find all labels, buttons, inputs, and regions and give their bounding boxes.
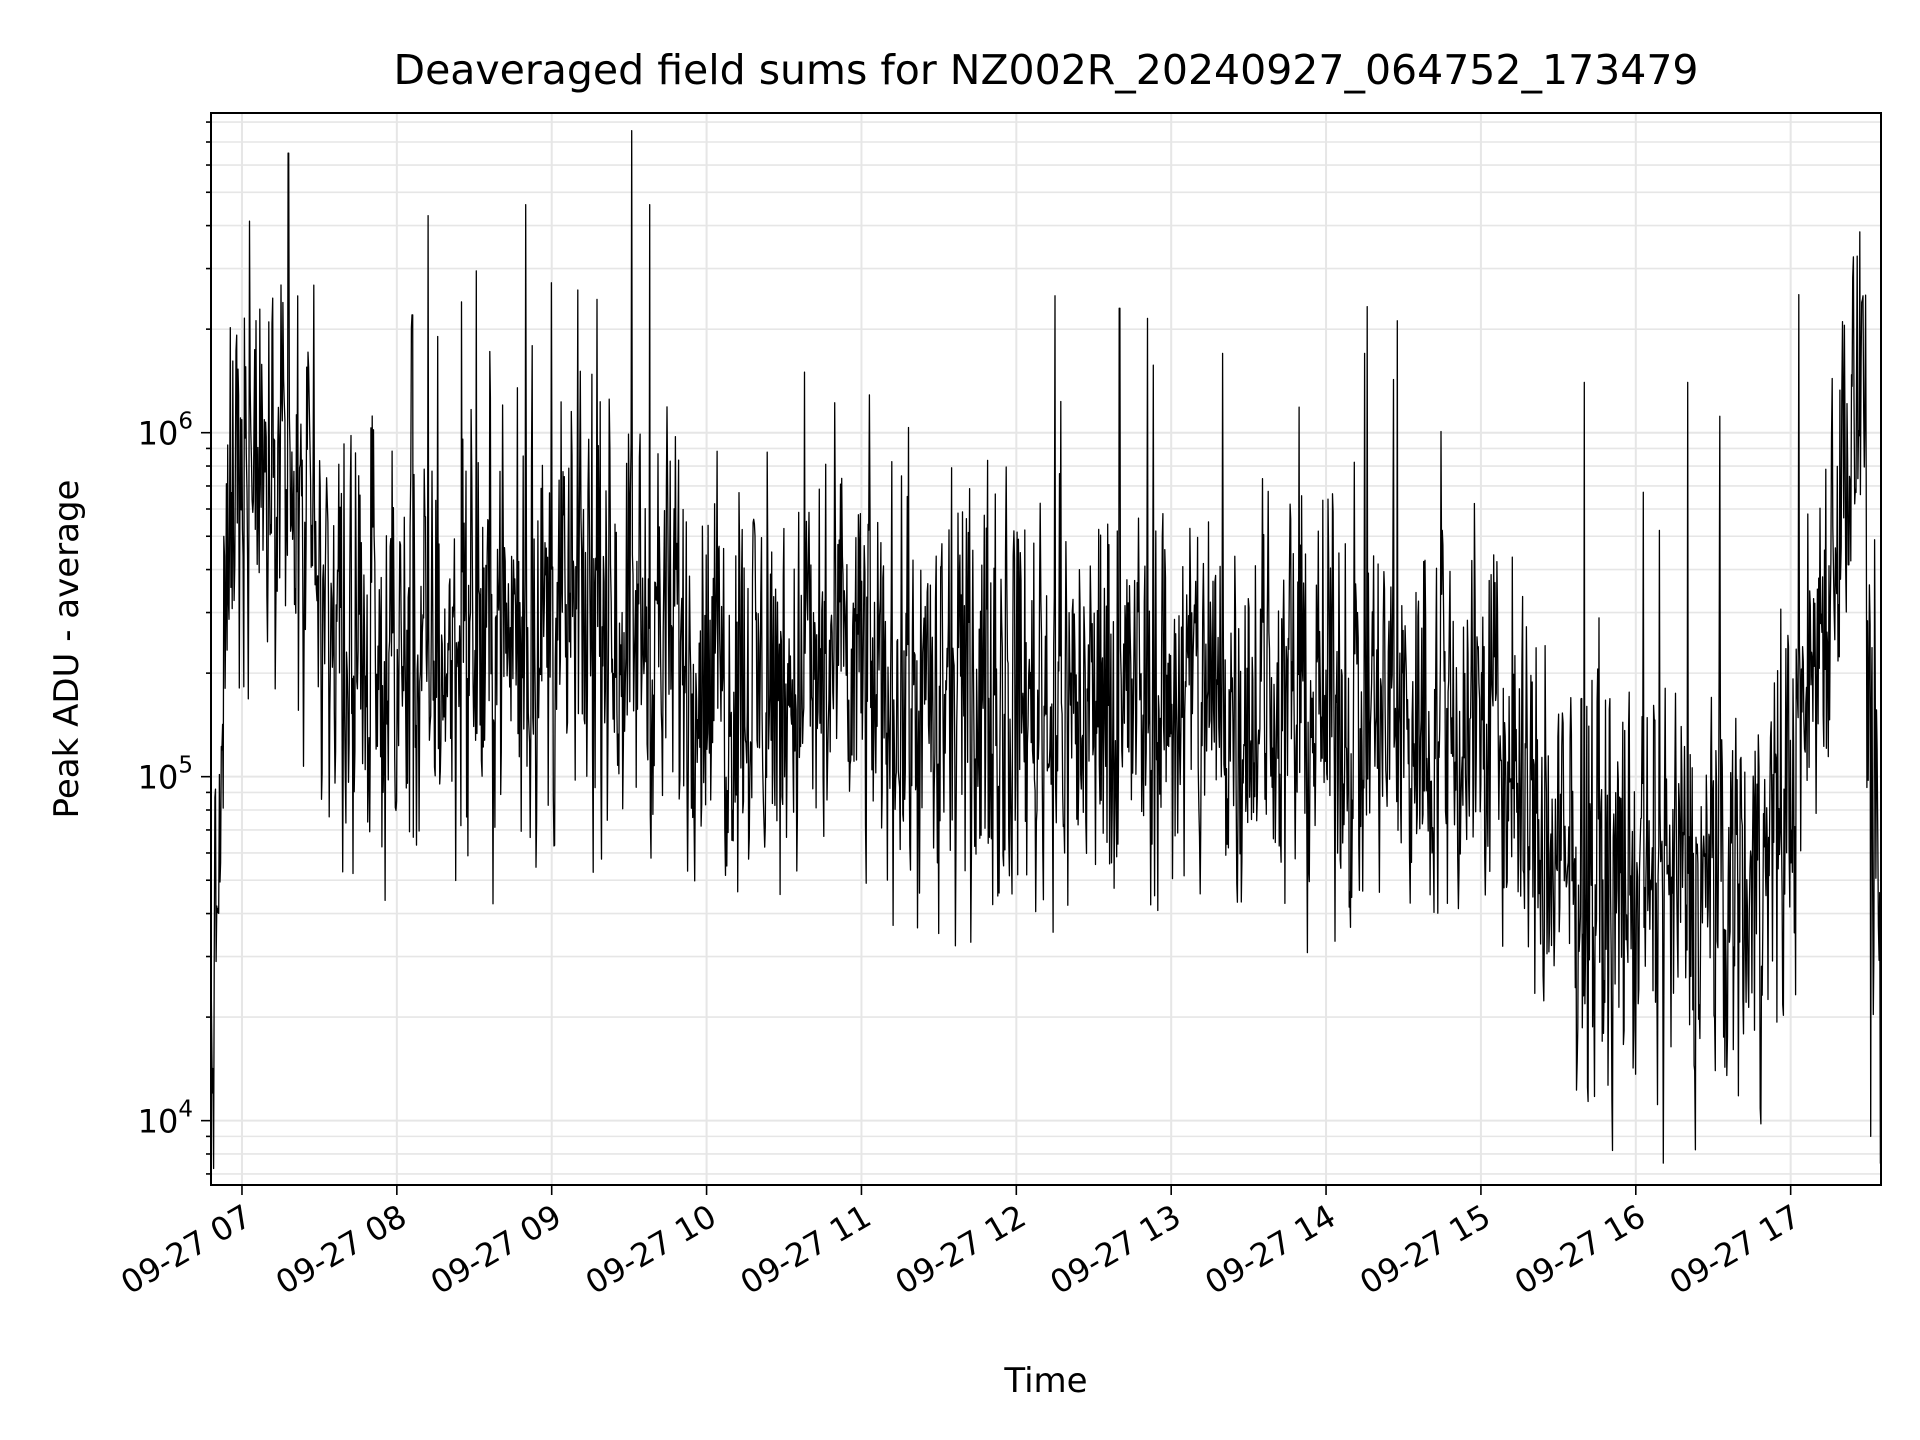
series-line: [210, 130, 1882, 1170]
x-axis-label: Time: [1003, 1361, 1087, 1401]
y-axis: 104 105 106: [138, 121, 211, 1175]
series-layer: [210, 130, 1882, 1170]
y-axis-label: Peak ADU - average: [47, 480, 87, 819]
y-tick-label: 104: [138, 1097, 193, 1141]
y-tick-label: 106: [138, 409, 193, 453]
grid: [211, 113, 1881, 1185]
y-tick-label: 105: [138, 753, 193, 797]
chart-title: Deaveraged field sums for NZ002R_2024092…: [394, 46, 1699, 94]
plot-frame: [210, 112, 1882, 1186]
